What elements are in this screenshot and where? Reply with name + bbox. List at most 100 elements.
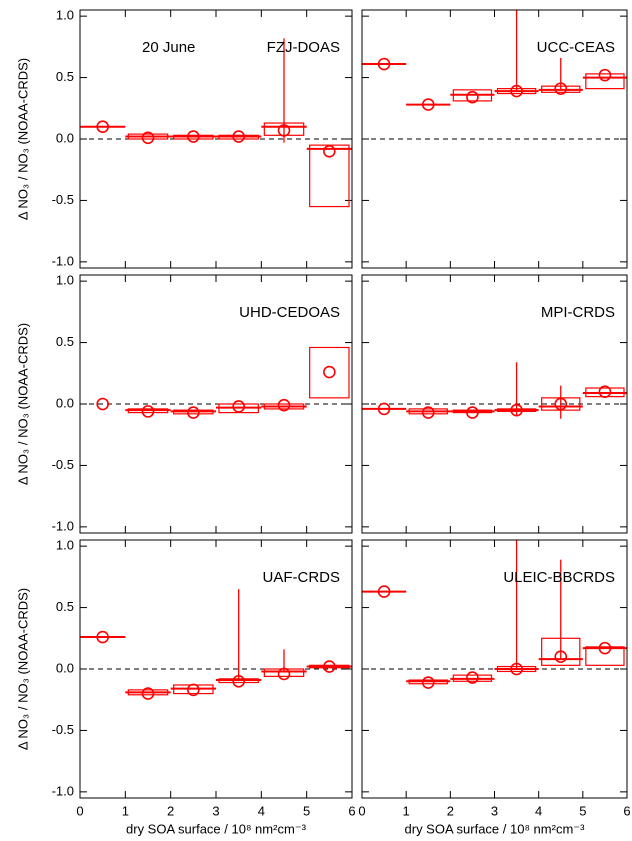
x-tick-label: 6	[623, 803, 630, 818]
mean-marker	[323, 365, 336, 379]
mean-marker	[510, 662, 523, 676]
mean-marker	[323, 144, 336, 158]
y-tick-label: 1.0	[56, 538, 74, 553]
x-tick-label: 5	[303, 803, 310, 818]
mean-marker	[96, 120, 109, 134]
y-axis-label: Δ NO₃ / NO₃ (NOAA-CRDS)	[15, 323, 30, 485]
y-tick-label: 0.5	[56, 334, 74, 349]
y-tick-label: -0.5	[52, 457, 74, 472]
y-tick-label: 1.0	[56, 273, 74, 288]
y-axis-label: Δ NO₃ / NO₃ (NOAA-CRDS)	[15, 58, 30, 220]
mean-marker	[187, 683, 200, 697]
x-tick-label: 4	[258, 803, 265, 818]
y-tick-label: -0.5	[52, 722, 74, 737]
panel-title: UCC-CEAS	[537, 39, 615, 56]
mean-marker	[466, 406, 479, 419]
y-tick-label: -1.0	[52, 518, 74, 533]
mean-marker	[141, 405, 155, 418]
mean-marker	[510, 403, 523, 417]
y-axis-label: Δ NO₃ / NO₃ (NOAA-CRDS)	[15, 588, 30, 750]
mean-marker	[554, 82, 568, 95]
frame	[79, 539, 353, 799]
mean-marker	[232, 400, 245, 413]
frame	[361, 539, 628, 799]
mean-marker	[377, 402, 391, 416]
mean-marker	[377, 57, 391, 71]
x-tick-label: 0	[76, 803, 83, 818]
box	[585, 73, 625, 90]
x-tick-label: 6	[348, 803, 355, 818]
x-tick-label: 4	[535, 803, 542, 818]
y-tick-label: 0.0	[56, 660, 74, 675]
y-tick-label: -1.0	[52, 783, 74, 798]
mean-marker	[554, 397, 568, 411]
y-tick-label: 0.5	[56, 599, 74, 614]
mean-marker	[510, 84, 523, 98]
mean-marker	[232, 674, 245, 688]
mean-marker	[96, 630, 109, 644]
y-tick-label: -0.5	[52, 192, 74, 207]
annotation: 20 June	[142, 39, 195, 56]
x-tick-label: 2	[167, 803, 174, 818]
frame	[79, 9, 353, 269]
mean-marker	[277, 124, 291, 137]
mean-marker	[323, 660, 336, 673]
mean-marker	[187, 130, 200, 143]
mean-marker	[421, 98, 435, 111]
mean-marker	[141, 131, 155, 145]
mean-marker	[466, 90, 479, 104]
box	[309, 346, 350, 399]
frame	[361, 9, 628, 269]
frame	[361, 274, 628, 534]
y-tick-label: 1.0	[56, 8, 74, 23]
panel-title: MPI-CRDS	[541, 304, 615, 321]
panel-title: ULEIC-BBCRDS	[503, 569, 615, 586]
mean-marker	[277, 667, 291, 681]
data	[362, 10, 627, 111]
mean-marker	[421, 406, 435, 419]
mean-marker	[141, 687, 155, 700]
y-tick-label: -1.0	[52, 253, 74, 268]
panel: UCC-CEAS	[361, 9, 628, 269]
x-tick-label: 5	[579, 803, 586, 818]
panel: -1.0 -0.5 0.0 0.5 1.0 UHD-CEDOAS Δ NO₃ / NO₃ (…	[15, 273, 353, 534]
mean-marker	[421, 676, 435, 689]
panel: -1.0 -0.5 0.0 0.5 1.0 0 1 2 3 4 5 6 UAF-CRDS Δ NO₃ / …	[15, 538, 355, 837]
x-tick-label: 1	[122, 803, 129, 818]
x-axis-label: dry SOA surface / 10⁸ nm²cm⁻³	[126, 821, 307, 836]
box	[585, 646, 625, 666]
y-tick-label: 0.0	[56, 395, 74, 410]
x-tick-label: 1	[403, 803, 410, 818]
mean-marker	[598, 641, 612, 655]
mean-marker	[466, 671, 479, 684]
box	[309, 144, 350, 208]
data	[362, 540, 627, 689]
panel: MPI-CRDS	[361, 274, 628, 534]
panel-title: UHD-CEDOAS	[239, 304, 340, 321]
mean-marker	[277, 398, 291, 412]
x-tick-label: 0	[358, 803, 365, 818]
frame	[79, 274, 353, 534]
x-axis-label: dry SOA surface / 10⁸ nm²cm⁻³	[405, 821, 586, 836]
mean-marker	[598, 68, 612, 82]
data	[80, 38, 352, 208]
data	[80, 589, 352, 700]
x-tick-label: 3	[212, 803, 219, 818]
x-tick-label: 3	[491, 803, 498, 818]
panel: 0 1 2 3 4 5 6 ULEIC-BBCRDS dry SOA surface / 10⁸…	[358, 539, 631, 836]
data	[362, 362, 627, 419]
panel: -1.0 -0.5 0.0 0.5 1.0 FZJ-DOAS 20 June Δ NO₃ / …	[15, 8, 353, 269]
y-tick-label: 0.5	[56, 69, 74, 84]
mean-marker	[187, 406, 200, 419]
mean-marker	[598, 385, 612, 399]
panel-title: UAF-CRDS	[263, 569, 341, 586]
x-tick-label: 2	[447, 803, 454, 818]
panel-title: FZJ-DOAS	[267, 39, 340, 56]
mean-marker	[96, 397, 109, 411]
data	[96, 346, 350, 419]
mean-marker	[377, 585, 391, 598]
mean-marker	[232, 130, 245, 143]
mean-marker	[554, 650, 568, 664]
y-tick-label: 0.0	[56, 130, 74, 145]
